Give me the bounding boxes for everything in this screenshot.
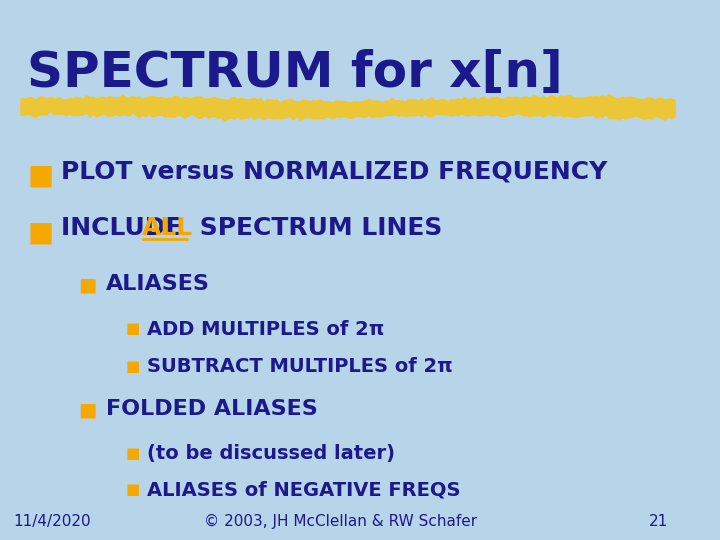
Text: ■: ■ <box>126 359 140 374</box>
Text: ■: ■ <box>126 321 140 336</box>
Text: © 2003, JH McClellan & RW Schafer: © 2003, JH McClellan & RW Schafer <box>204 514 477 529</box>
Text: ■: ■ <box>126 482 140 497</box>
Text: SPECTRUM LINES: SPECTRUM LINES <box>192 216 443 240</box>
Text: ■: ■ <box>78 275 96 294</box>
Text: ■: ■ <box>126 446 140 461</box>
Text: 11/4/2020: 11/4/2020 <box>14 514 91 529</box>
Text: ALIASES: ALIASES <box>106 274 210 294</box>
Text: ■: ■ <box>78 401 96 420</box>
Text: ALL: ALL <box>142 216 193 240</box>
Text: ALIASES of NEGATIVE FREQS: ALIASES of NEGATIVE FREQS <box>146 480 460 499</box>
Text: INCLUDE: INCLUDE <box>61 216 192 240</box>
Text: ■: ■ <box>27 162 53 190</box>
Text: 21: 21 <box>649 514 667 529</box>
Text: PLOT versus NORMALIZED FREQUENCY: PLOT versus NORMALIZED FREQUENCY <box>61 159 608 183</box>
Text: SPECTRUM for x[n]: SPECTRUM for x[n] <box>27 49 563 97</box>
Text: ■: ■ <box>27 219 53 247</box>
Text: SUBTRACT MULTIPLES of 2π: SUBTRACT MULTIPLES of 2π <box>146 357 452 376</box>
Text: FOLDED ALIASES: FOLDED ALIASES <box>106 399 318 419</box>
Text: ADD MULTIPLES of 2π: ADD MULTIPLES of 2π <box>146 320 384 339</box>
Text: (to be discussed later): (to be discussed later) <box>146 444 395 463</box>
